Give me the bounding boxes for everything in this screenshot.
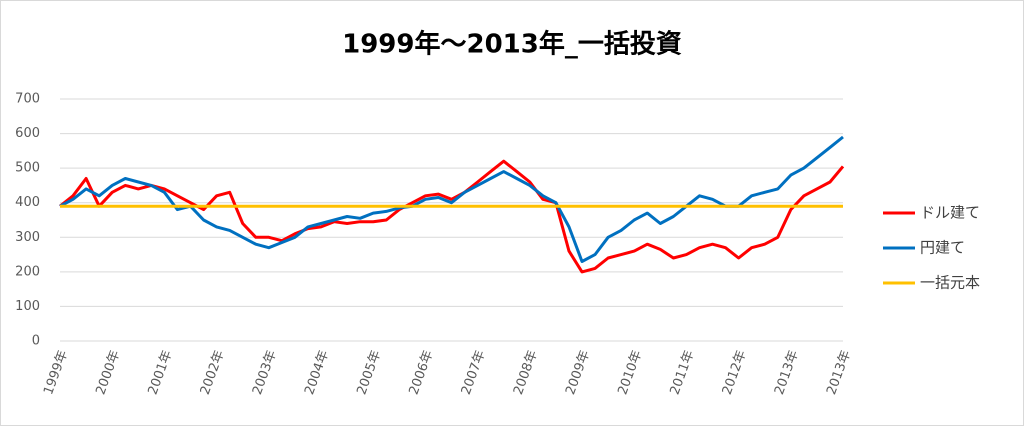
series-line xyxy=(59,159,845,274)
legend-label: 一括元本 xyxy=(920,274,980,292)
legend-label: 円建て xyxy=(920,239,965,257)
y-tick-label: 400 xyxy=(15,195,40,210)
legend-label: ドル建て xyxy=(920,204,980,222)
y-tick-label: 0 xyxy=(32,334,40,349)
y-tick-label: 300 xyxy=(15,230,40,245)
y-tick-label: 700 xyxy=(15,92,40,107)
y-tick-label: 600 xyxy=(15,126,40,141)
y-tick-label: 100 xyxy=(15,299,40,314)
chart-title: 1999年～2013年_一括投資 xyxy=(342,29,682,60)
y-tick-label: 500 xyxy=(15,161,40,176)
y-tick-label: 200 xyxy=(15,264,40,279)
